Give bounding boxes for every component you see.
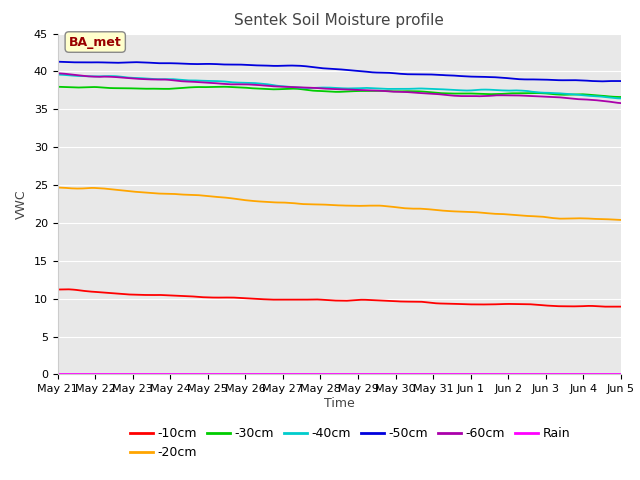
-50cm bbox=[460, 73, 468, 79]
-40cm bbox=[122, 74, 129, 80]
-10cm bbox=[612, 304, 620, 310]
-50cm bbox=[276, 63, 284, 69]
-30cm bbox=[461, 91, 469, 96]
-50cm bbox=[598, 78, 606, 84]
Rain bbox=[617, 372, 625, 377]
-10cm bbox=[63, 287, 71, 292]
-30cm bbox=[410, 88, 417, 94]
-50cm bbox=[237, 62, 245, 68]
-40cm bbox=[237, 80, 245, 85]
-30cm bbox=[216, 84, 224, 90]
X-axis label: Time: Time bbox=[324, 397, 355, 410]
-10cm bbox=[465, 301, 472, 307]
-20cm bbox=[617, 217, 625, 223]
-50cm bbox=[408, 72, 416, 77]
-50cm bbox=[54, 59, 61, 65]
-30cm bbox=[465, 91, 472, 96]
-20cm bbox=[408, 206, 416, 212]
-50cm bbox=[122, 60, 129, 65]
-40cm bbox=[54, 72, 61, 77]
Y-axis label: VWC: VWC bbox=[15, 189, 28, 219]
-20cm bbox=[276, 200, 284, 205]
-60cm bbox=[617, 100, 625, 106]
Rain bbox=[276, 372, 284, 377]
Rain bbox=[463, 372, 471, 377]
-10cm bbox=[278, 297, 286, 302]
-20cm bbox=[122, 188, 129, 193]
-60cm bbox=[237, 82, 245, 87]
-10cm bbox=[410, 299, 417, 304]
-60cm bbox=[463, 93, 471, 99]
-10cm bbox=[239, 295, 246, 301]
Text: BA_met: BA_met bbox=[69, 36, 122, 48]
Rain bbox=[54, 372, 61, 377]
-50cm bbox=[463, 73, 471, 79]
-40cm bbox=[463, 88, 471, 94]
-40cm bbox=[460, 87, 468, 93]
Rain bbox=[460, 372, 468, 377]
Rain bbox=[122, 372, 129, 377]
-60cm bbox=[460, 93, 468, 99]
-60cm bbox=[276, 84, 284, 90]
-60cm bbox=[408, 90, 416, 96]
-40cm bbox=[617, 96, 625, 101]
-10cm bbox=[54, 287, 61, 292]
-30cm bbox=[122, 85, 129, 91]
-60cm bbox=[122, 75, 129, 81]
-30cm bbox=[278, 86, 286, 92]
-30cm bbox=[239, 84, 246, 90]
-30cm bbox=[54, 84, 61, 90]
Line: -50cm: -50cm bbox=[58, 62, 621, 81]
Rain bbox=[408, 372, 416, 377]
-10cm bbox=[617, 304, 625, 310]
Line: -60cm: -60cm bbox=[58, 73, 621, 103]
-30cm bbox=[617, 94, 625, 100]
Line: -30cm: -30cm bbox=[58, 87, 621, 97]
-50cm bbox=[617, 78, 625, 84]
Title: Sentek Soil Moisture profile: Sentek Soil Moisture profile bbox=[234, 13, 444, 28]
-20cm bbox=[54, 185, 61, 191]
-20cm bbox=[237, 197, 245, 203]
Rain bbox=[237, 372, 245, 377]
-40cm bbox=[408, 86, 416, 92]
-60cm bbox=[54, 71, 61, 76]
Line: -40cm: -40cm bbox=[58, 74, 621, 98]
Legend: -10cm, -20cm, -30cm, -40cm, -50cm, -60cm, Rain: -10cm, -20cm, -30cm, -40cm, -50cm, -60cm… bbox=[125, 422, 575, 464]
-10cm bbox=[461, 301, 469, 307]
-20cm bbox=[460, 209, 468, 215]
Line: -20cm: -20cm bbox=[58, 188, 621, 220]
-20cm bbox=[463, 209, 471, 215]
Line: -10cm: -10cm bbox=[58, 289, 621, 307]
-40cm bbox=[276, 83, 284, 89]
-10cm bbox=[123, 291, 131, 297]
